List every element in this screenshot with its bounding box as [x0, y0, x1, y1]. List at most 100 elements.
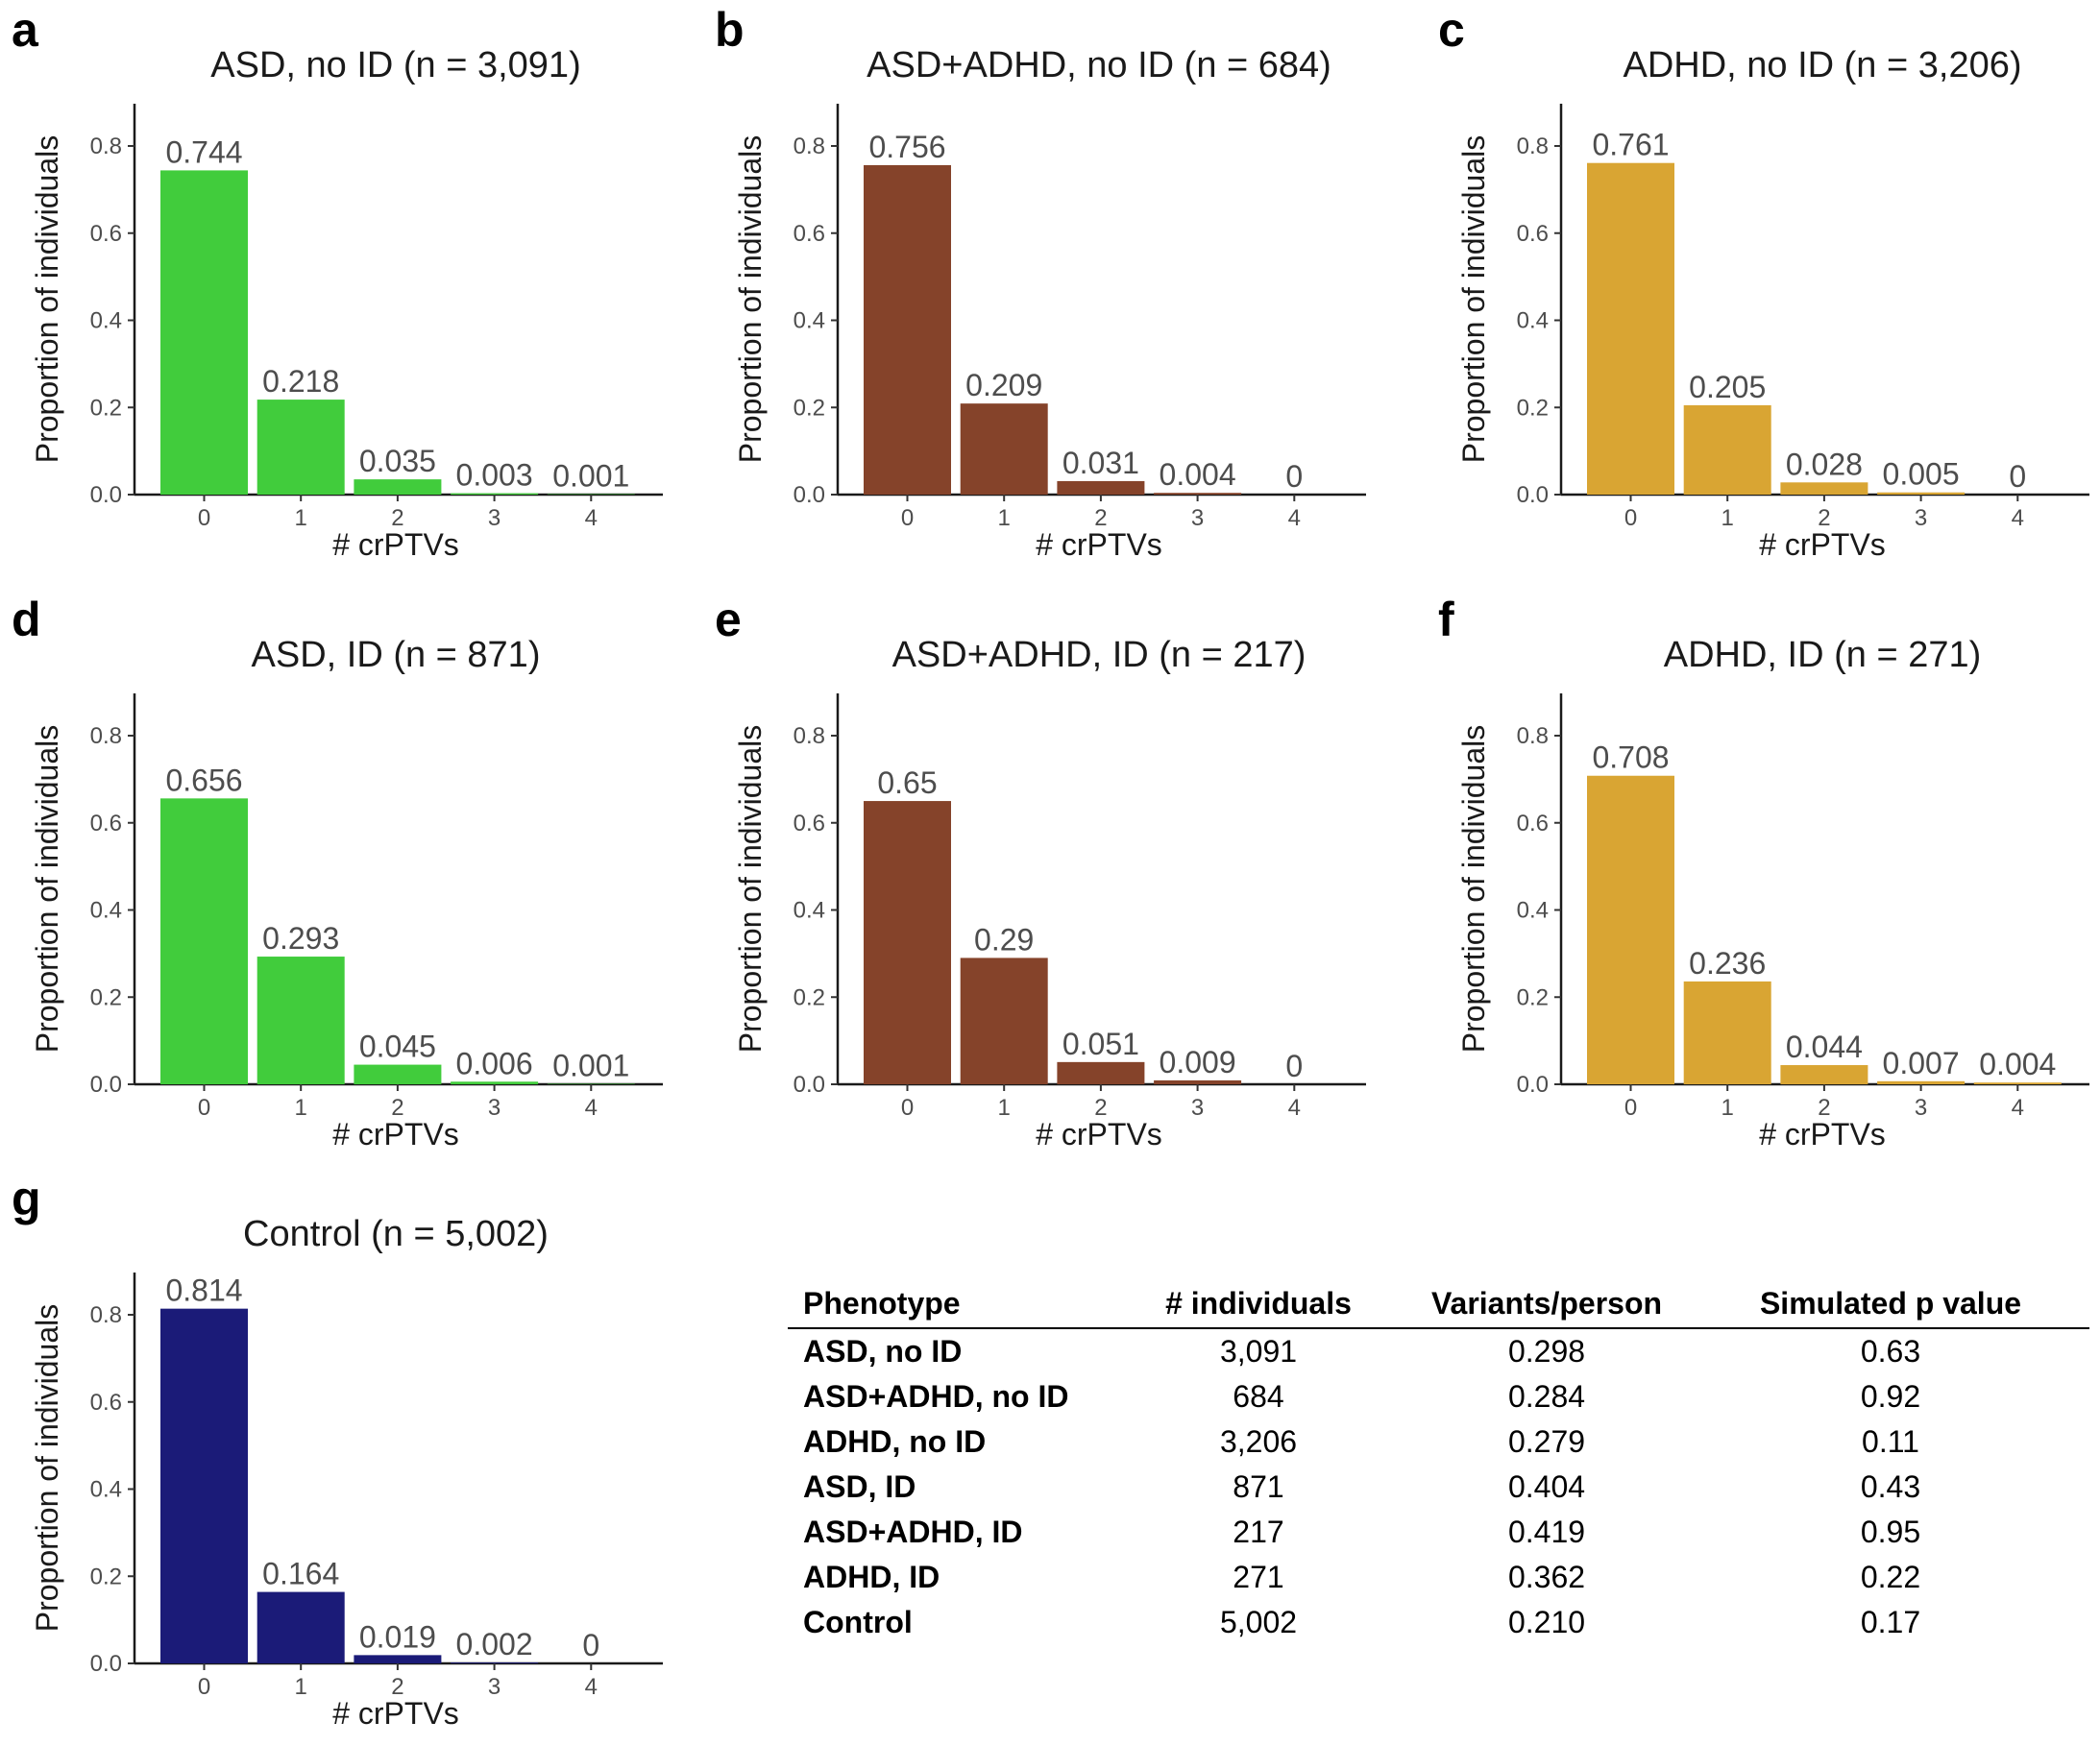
table-cell-phenotype: Control	[803, 1605, 913, 1639]
table-cell: 0.43	[1861, 1469, 1920, 1504]
y-axis-label-b: Proportion of individuals	[733, 135, 768, 464]
y-tick-label-c: 0.0	[1517, 482, 1549, 508]
panel-letter-b: b	[715, 3, 745, 57]
table-cell: 0.419	[1508, 1515, 1585, 1549]
x-tick-label-a: 2	[391, 505, 403, 531]
data-label-f-0: 0.708	[1592, 740, 1669, 775]
bar-a-2	[354, 479, 442, 495]
x-tick-label-g: 1	[295, 1674, 307, 1700]
y-tick-label-b: 0.2	[794, 395, 825, 421]
data-label-d-3: 0.006	[456, 1046, 533, 1080]
x-axis-label-e: # crPTVs	[1036, 1117, 1162, 1152]
x-tick-label-g: 2	[391, 1674, 403, 1700]
table-header-3: Simulated p value	[1760, 1286, 2021, 1321]
x-tick-label-a: 3	[488, 505, 501, 531]
data-label-c-0: 0.761	[1592, 128, 1669, 162]
x-tick-label-d: 4	[585, 1095, 598, 1121]
x-tick-label-g: 3	[488, 1674, 501, 1700]
summary-table: Phenotype # individuals Variants/person Sim…	[788, 1286, 2089, 1639]
bar-b-2	[1057, 480, 1145, 495]
data-label-b-2: 0.031	[1062, 446, 1139, 480]
data-label-e-2: 0.051	[1062, 1027, 1139, 1061]
bar-d-0	[160, 798, 248, 1084]
table-cell: 0.284	[1508, 1379, 1585, 1414]
x-tick-label-b: 0	[901, 505, 914, 531]
data-label-a-1: 0.218	[262, 364, 339, 399]
table-cell: 217	[1233, 1515, 1283, 1549]
bar-f-1	[1683, 981, 1771, 1084]
x-tick-label-f: 3	[1915, 1095, 1927, 1121]
chart-panel-d: d ASD, ID (n = 871) Proportion of individu…	[12, 593, 663, 1152]
y-axis-label-e: Proportion of individuals	[733, 725, 768, 1054]
table-cell: 0.95	[1861, 1515, 1920, 1549]
data-label-g-0: 0.814	[165, 1273, 242, 1308]
table-cell: 271	[1233, 1560, 1283, 1594]
y-tick-label-g: 0.4	[90, 1477, 122, 1503]
y-tick-label-d: 0.8	[90, 723, 122, 749]
x-tick-label-e: 1	[998, 1095, 1011, 1121]
table-cell: 0.298	[1508, 1334, 1585, 1369]
table-cell-phenotype: ADHD, ID	[803, 1560, 940, 1594]
data-label-c-4: 0	[2009, 459, 2026, 494]
y-tick-label-f: 0.2	[1517, 984, 1549, 1010]
table-cell: 871	[1233, 1469, 1283, 1504]
data-label-c-3: 0.005	[1883, 457, 1960, 492]
table-header-0: Phenotype	[803, 1286, 961, 1321]
x-tick-label-e: 4	[1288, 1095, 1301, 1121]
x-tick-label-e: 3	[1191, 1095, 1204, 1121]
y-tick-label-c: 0.4	[1517, 308, 1549, 334]
chart-panel-f: f ADHD, ID (n = 271) Proportion of individ…	[1438, 593, 2089, 1152]
chart-panel-g: g Control (n = 5,002) Proportion of indivi…	[12, 1172, 663, 1731]
bar-f-4	[1973, 1082, 2062, 1084]
table-row: ASD, ID 871 0.404 0.43	[803, 1469, 1920, 1504]
chart-title-e: ASD+ADHD, ID (n = 217)	[892, 635, 1306, 675]
table-row: ASD, no ID 3,091 0.298 0.63	[803, 1334, 1920, 1369]
table-cell-phenotype: ASD, no ID	[803, 1334, 962, 1369]
x-tick-label-c: 2	[1818, 505, 1830, 531]
y-tick-label-d: 0.0	[90, 1072, 122, 1098]
table-cell: 0.17	[1861, 1605, 1920, 1639]
bar-c-3	[1877, 492, 1966, 495]
data-label-e-4: 0	[1285, 1049, 1303, 1083]
x-tick-label-f: 1	[1722, 1095, 1734, 1121]
bar-g-2	[354, 1655, 442, 1663]
x-tick-label-b: 3	[1191, 505, 1204, 531]
bar-c-0	[1587, 162, 1674, 496]
chart-title-d: ASD, ID (n = 871)	[252, 635, 541, 675]
data-label-b-1: 0.209	[965, 368, 1042, 402]
x-tick-label-f: 0	[1624, 1095, 1637, 1121]
y-axis-label-d: Proportion of individuals	[30, 725, 64, 1054]
x-axis-label-f: # crPTVs	[1759, 1117, 1886, 1152]
bar-f-3	[1877, 1080, 1966, 1084]
data-label-f-1: 0.236	[1689, 946, 1766, 981]
table-cell: 3,206	[1220, 1424, 1297, 1459]
panel-letter-d: d	[12, 593, 41, 646]
data-label-d-2: 0.045	[359, 1030, 436, 1064]
data-label-c-1: 0.205	[1689, 370, 1766, 404]
x-tick-label-f: 4	[2012, 1095, 2024, 1121]
x-tick-label-e: 0	[901, 1095, 914, 1121]
y-tick-label-a: 0.8	[90, 133, 122, 159]
y-tick-label-f: 0.6	[1517, 811, 1549, 837]
chart-panel-c: c ADHD, no ID (n = 3,206) Proportion of in…	[1438, 3, 2089, 562]
bar-d-3	[451, 1081, 539, 1084]
y-tick-label-b: 0.0	[794, 482, 825, 508]
y-tick-label-b: 0.8	[794, 133, 825, 159]
y-tick-label-g: 0.0	[90, 1651, 122, 1677]
data-label-d-1: 0.293	[262, 921, 339, 956]
bar-b-3	[1154, 493, 1242, 495]
panel-letter-f: f	[1438, 593, 1454, 646]
x-tick-label-d: 1	[295, 1095, 307, 1121]
y-tick-label-f: 0.8	[1517, 723, 1549, 749]
table-cell: 684	[1233, 1379, 1283, 1414]
panel-letter-g: g	[12, 1172, 41, 1225]
bar-e-2	[1057, 1061, 1145, 1084]
table-cell: 0.22	[1861, 1560, 1920, 1594]
x-tick-label-b: 4	[1288, 505, 1301, 531]
table-cell: 0.404	[1508, 1469, 1585, 1504]
chart-panel-b: b ASD+ADHD, no ID (n = 684) Proportion of …	[715, 3, 1366, 562]
chart-title-f: ADHD, ID (n = 271)	[1664, 635, 1982, 675]
y-tick-label-a: 0.2	[90, 395, 122, 421]
data-label-c-2: 0.028	[1786, 447, 1863, 481]
y-axis-label-g: Proportion of individuals	[30, 1304, 64, 1633]
